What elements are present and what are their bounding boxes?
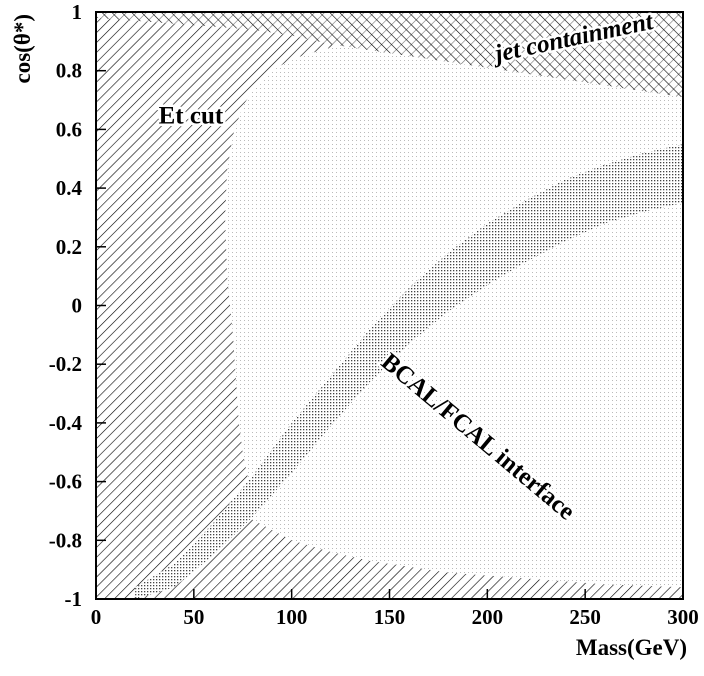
y-tick-label: -0.4 — [49, 411, 83, 435]
y-tick-label: 0.4 — [56, 176, 83, 200]
y-tick-label: 0.2 — [56, 235, 82, 259]
x-tick-label: 250 — [569, 605, 601, 629]
y-tick-label: -1 — [65, 587, 83, 611]
x-tick-label: 50 — [183, 605, 204, 629]
y-tick-label: 0.6 — [56, 117, 82, 141]
x-tick-label: 0 — [91, 605, 102, 629]
x-tick-label: 200 — [472, 605, 504, 629]
annotation-label: Et cut — [159, 103, 224, 130]
x-tick-label: 300 — [667, 605, 699, 629]
x-axis-title: Mass(GeV) — [576, 635, 687, 660]
y-axis-title: cos(θ*) — [10, 14, 35, 83]
region-bcal-fcal — [135, 144, 683, 599]
x-axis: 0 50 100 150 200 250 300 — [91, 589, 699, 629]
y-tick-label: 0 — [72, 294, 83, 318]
y-axis: -1 -0.8 -0.6 -0.4 -0.2 0 0.2 0.4 0.6 0.8 1 — [49, 0, 106, 611]
y-tick-label: 1 — [72, 0, 83, 24]
y-tick-label: 0.8 — [56, 59, 82, 83]
y-tick-label: -0.6 — [49, 470, 82, 494]
x-tick-label: 150 — [374, 605, 406, 629]
y-tick-label: -0.8 — [49, 528, 82, 552]
region-accepted — [225, 44, 683, 588]
annotation-halo: Et cut — [159, 103, 224, 130]
region-jet-overlap — [96, 12, 683, 98]
y-tick-label: -0.2 — [49, 352, 82, 376]
regions-layer — [96, 12, 683, 599]
x-tick-label: 100 — [276, 605, 308, 629]
